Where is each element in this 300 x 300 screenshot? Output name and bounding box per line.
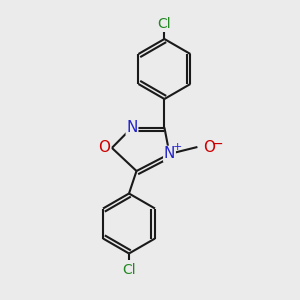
Text: O: O <box>98 140 110 155</box>
Text: Cl: Cl <box>122 262 136 277</box>
Text: Cl: Cl <box>158 16 171 31</box>
Text: N: N <box>164 146 175 161</box>
Text: O: O <box>203 140 215 154</box>
Text: −: − <box>211 136 223 150</box>
Text: N: N <box>126 120 138 135</box>
Text: +: + <box>172 142 182 152</box>
